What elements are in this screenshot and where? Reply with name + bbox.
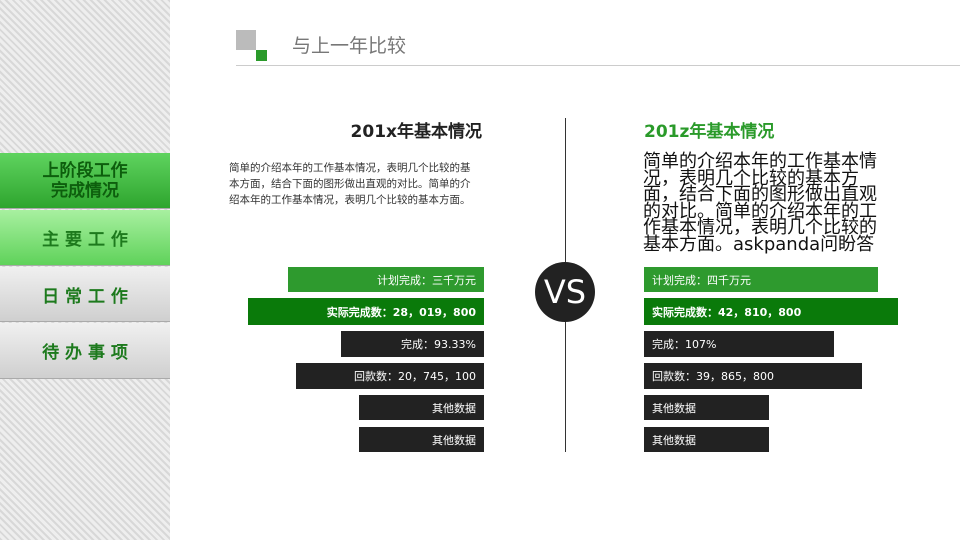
data-bar: 完成：107%	[644, 331, 834, 357]
nav-item[interactable]: 主 要 工 作	[0, 210, 170, 266]
left-heading: 201x年基本情况	[350, 122, 482, 142]
data-bar: 回款数：39，865，800	[644, 363, 862, 389]
nav-line: 完成情况	[51, 180, 119, 201]
data-bar: 实际完成数：28，019，800	[248, 298, 484, 325]
right-text: 简单的介绍本年的工作基本情况，表明几个比较的基本方面，结合下面的图形做出直观的对…	[643, 151, 877, 255]
data-bar: 其他数据	[359, 395, 484, 420]
data-bar: 回款数：20，745，100	[296, 363, 484, 389]
data-bar: 其他数据	[359, 427, 484, 452]
deco-square	[256, 50, 267, 61]
data-bar: 计划完成：三千万元	[288, 267, 484, 292]
data-bar: 其他数据	[644, 395, 769, 420]
nav-line: 上阶段工作	[42, 160, 128, 181]
data-bar: 完成：93.33%	[341, 331, 484, 357]
nav-item[interactable]: 上阶段工作 完成情况	[0, 153, 170, 209]
divider	[236, 65, 960, 66]
right-heading: 201z年基本情况	[644, 122, 775, 142]
nav-item[interactable]: 日 常 工 作	[0, 267, 170, 322]
vs-badge: VS	[535, 262, 595, 322]
page-title: 与上一年比较	[292, 35, 407, 57]
left-text: 简单的介绍本年的工作基本情况，表明几个比较的基本方面，结合下面的图形做出直观的对…	[229, 162, 471, 206]
nav-text: 上阶段工作 完成情况	[43, 161, 128, 201]
nav-item[interactable]: 待 办 事 项	[0, 323, 170, 379]
data-bar: 其他数据	[644, 427, 769, 452]
data-bar: 计划完成：四千万元	[644, 267, 878, 292]
data-bar: 实际完成数：42，810，800	[644, 298, 898, 325]
deco-square	[236, 30, 256, 50]
